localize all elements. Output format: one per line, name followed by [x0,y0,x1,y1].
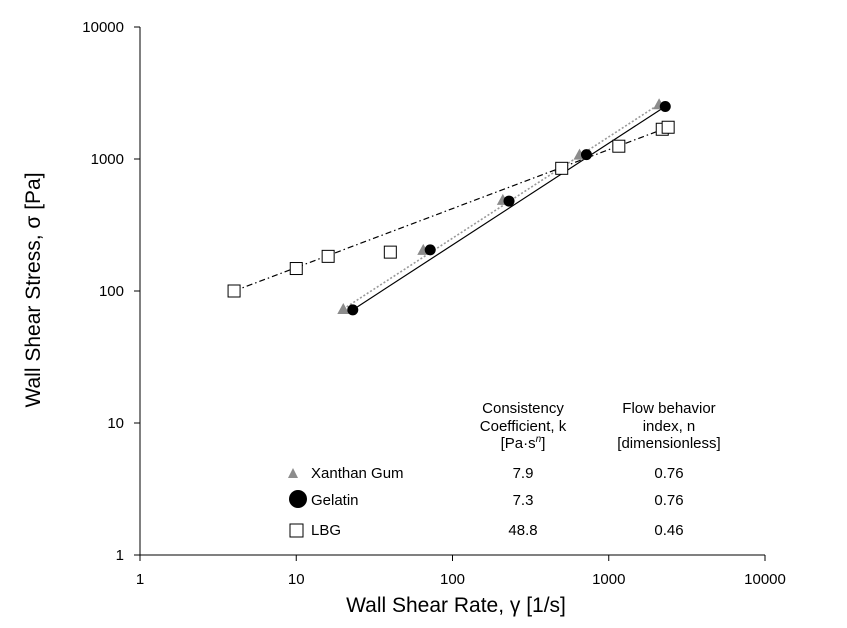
table-header-k-unit: [Pa·s [501,435,536,452]
data-points [227,98,675,316]
y-tick-label: 10000 [82,19,124,36]
x-axis-title: Wall Shear Rate, γ [1/s] [346,594,566,617]
table-header-k-line3: [Pa·sn] [501,434,546,452]
fit-line-xanthan-gum [342,103,660,310]
table-header-k-line2: Coefficient, k [480,418,567,435]
table-header-k-close: ] [541,435,545,452]
legend-label-gelatin: Gelatin [311,492,359,509]
point-lbg [227,284,241,298]
x-tick-label: 1 [136,571,144,588]
point-lbg [612,139,626,153]
tick-labels: 1 10 100 1000 10000 1 10 100 1000 10000 [82,19,786,588]
legend-triangle-icon [288,468,298,478]
table-header-k-line2-text: Coefficient, k [480,418,567,435]
table-n-lbg: 0.46 [654,522,683,539]
fit-line-lbg [233,126,669,292]
y-tick-label: 1000 [91,151,124,168]
point-gelatin [580,149,592,161]
table-n-gelatin: 0.76 [654,492,683,509]
table-header-n-line3: [dimensionless] [617,435,720,452]
fit-lines [233,103,669,311]
table-header-n-line2: index, n [643,418,696,435]
parameter-table: Consistency Coefficient, k [Pa·sn] Flow … [288,400,721,539]
y-axis-title: Wall Shear Stress, σ [Pa] [22,172,45,407]
point-lbg [321,249,335,263]
legend-label-xanthan: Xanthan Gum [311,465,404,482]
point-lbg [289,262,303,276]
point-lbg [661,120,675,134]
table-k-gelatin: 7.3 [513,492,534,509]
fit-line-gelatin [352,105,666,311]
point-gelatin [347,304,359,316]
table-k-xanthan: 7.9 [513,465,534,482]
table-header-n-line1: Flow behavior [622,400,715,417]
x-tick-label: 10000 [744,571,786,588]
y-tick-label: 100 [99,283,124,300]
point-gelatin [424,244,436,256]
table-header-k-exponent: n [536,434,542,445]
x-tick-label: 100 [440,571,465,588]
point-gelatin [659,100,671,112]
legend-circle-icon [289,490,307,508]
y-tick-label: 10 [107,415,124,432]
y-tick-label: 1 [116,547,124,564]
x-tick-label: 10 [288,571,305,588]
point-xanthan-gum [337,303,350,315]
table-n-xanthan: 0.76 [654,465,683,482]
table-header-k-line1: Consistency [482,400,564,417]
legend-square-icon [289,523,304,538]
table-k-lbg: 48.8 [508,522,537,539]
x-tick-label: 1000 [592,571,625,588]
point-gelatin [503,195,515,207]
point-lbg [383,245,397,259]
legend-label-lbg: LBG [311,522,341,539]
point-lbg [555,161,569,175]
